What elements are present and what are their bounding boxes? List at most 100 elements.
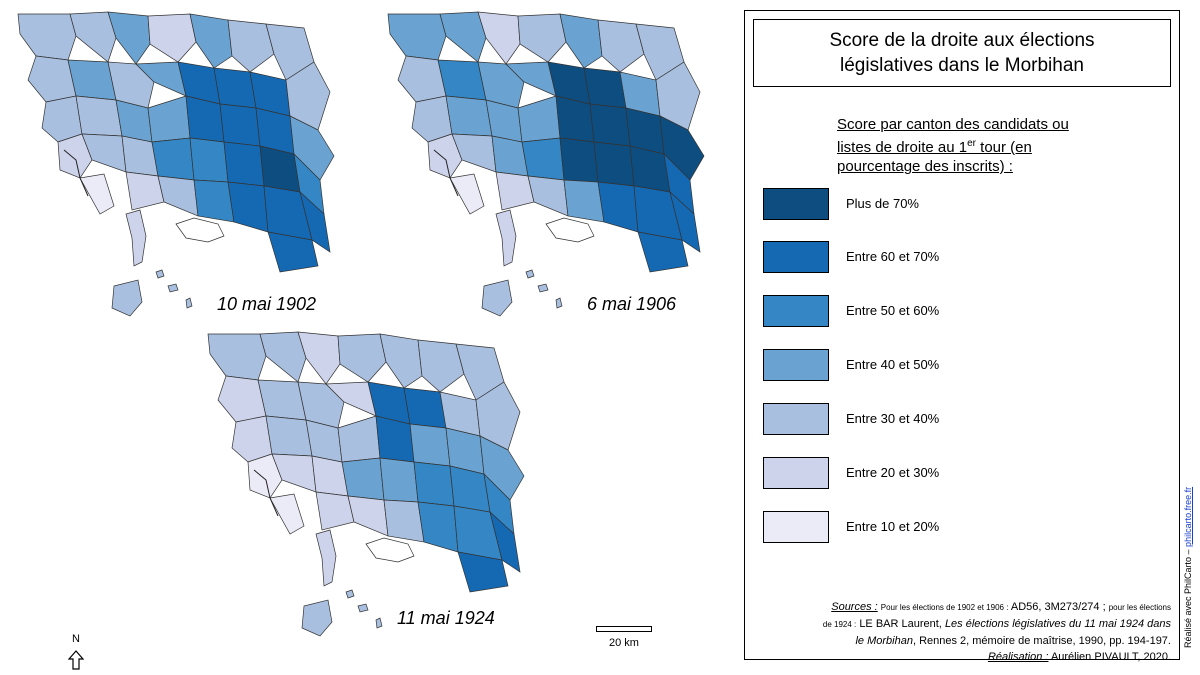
canton: [479, 435, 525, 501]
canton: [107, 61, 155, 109]
canton: [147, 95, 191, 143]
sources-author: LE BAR Laurent,: [859, 618, 942, 630]
legend-heading-line-3: pourcentage des inscrits) :: [837, 158, 1013, 175]
legend-swatch: [763, 188, 829, 220]
canton: [337, 415, 381, 463]
canton: [457, 551, 509, 593]
legend-swatch: [763, 457, 829, 489]
canton: [517, 95, 561, 143]
legend-swatch: [763, 511, 829, 543]
sources-block: Sources : Pour les élections de 1902 et …: [753, 599, 1171, 665]
canton: [189, 13, 233, 69]
canton: [151, 137, 195, 181]
legend-label: Entre 40 et 50%: [846, 357, 940, 372]
scale-label: 20 km: [609, 637, 639, 649]
philcarto-credit: Réalisé avec PhilCarto – philcarto.free.…: [1183, 487, 1193, 648]
quiberon-peninsula: [125, 209, 147, 267]
canton: [379, 457, 419, 503]
canton: [247, 453, 283, 499]
island: [375, 617, 383, 629]
legend-swatch: [763, 403, 829, 435]
legend-label: Entre 10 et 20%: [846, 519, 940, 534]
canton: [69, 11, 117, 63]
island: [111, 279, 143, 317]
canton: [655, 61, 701, 131]
legend-item-20-30: Entre 20 et 30%: [763, 457, 1163, 491]
canton: [193, 179, 235, 223]
legend-title-box: Score de la droite aux élections législa…: [753, 19, 1171, 87]
canton: [227, 181, 269, 233]
canton: [41, 95, 83, 143]
canton: [57, 133, 93, 179]
canton: [17, 13, 77, 61]
sources-small-3: de 1924 :: [822, 620, 857, 629]
canton: [427, 133, 463, 179]
canton: [597, 19, 645, 73]
map-1906-label: 6 mai 1906: [587, 294, 677, 314]
legend-heading-line-1: Score par canton des candidats ou: [837, 116, 1069, 133]
canton: [259, 331, 307, 383]
north-label: N: [72, 633, 80, 645]
legend-heading-line-2: listes de droite au 1er tour (en: [837, 134, 1137, 157]
sources-book-2: le Morbihan: [855, 635, 913, 647]
legend-label: Entre 30 et 40%: [846, 411, 940, 426]
canton: [563, 179, 605, 223]
canton: [227, 19, 275, 73]
legend-item-50-60: Entre 50 et 60%: [763, 295, 1163, 329]
island: [301, 599, 333, 637]
legend-swatch: [763, 349, 829, 381]
canton: [299, 190, 331, 253]
canton: [231, 415, 273, 463]
canton: [489, 510, 521, 573]
canton: [411, 95, 453, 143]
canton: [387, 13, 447, 61]
canton: [477, 11, 521, 65]
legend-heading-sup: er: [967, 138, 976, 149]
map-1906: [387, 11, 705, 317]
canton: [297, 331, 341, 385]
legend-label: Plus de 70%: [846, 196, 919, 211]
quiberon-peninsula: [495, 209, 517, 267]
canton: [147, 13, 197, 63]
legend-swatch: [763, 295, 829, 327]
canton: [107, 11, 151, 65]
island: [481, 279, 513, 317]
canton: [417, 339, 465, 393]
estuary: [433, 149, 459, 197]
philcarto-link[interactable]: philcarto.free.fr: [1183, 486, 1193, 547]
sources-small-2: pour les élections: [1108, 603, 1171, 612]
canton: [597, 181, 639, 233]
canton: [517, 13, 567, 63]
canton: [207, 333, 267, 381]
canton: [449, 173, 485, 215]
legend-title-line-1: Score de la droite aux élections: [829, 30, 1095, 51]
canton: [341, 457, 385, 501]
legend-panel: Score de la droite aux élections législa…: [744, 10, 1180, 663]
canton: [265, 415, 313, 457]
realisation-value: Aurélien PIVAULT, 2020.: [1050, 651, 1171, 663]
sources-book-1: Les élections législatives du 11 mai 192…: [944, 618, 1171, 630]
estuary: [253, 469, 279, 517]
island: [345, 589, 355, 599]
map-1924: [207, 331, 525, 637]
canton: [269, 493, 305, 535]
canton: [289, 115, 335, 181]
canton: [637, 231, 689, 273]
canton: [267, 231, 319, 273]
island: [167, 283, 179, 293]
canton: [589, 103, 631, 147]
gulf-of-morbihan: [545, 217, 595, 243]
gulf-of-morbihan: [175, 217, 225, 243]
legend-title-line-2: législatives dans le Morbihan: [840, 55, 1084, 76]
canton: [285, 61, 331, 131]
estuary: [63, 149, 89, 197]
canton: [189, 137, 229, 183]
legend-item-70-plus: Plus de 70%: [763, 188, 1163, 222]
canton: [559, 137, 599, 183]
canton: [413, 461, 455, 507]
scale-bar-line: [596, 626, 652, 632]
sources-label: Sources :: [831, 601, 878, 613]
canton: [383, 499, 425, 543]
canton: [223, 141, 265, 187]
sources-small-1: Pour les élections de 1902 et 1906 :: [880, 603, 1009, 612]
